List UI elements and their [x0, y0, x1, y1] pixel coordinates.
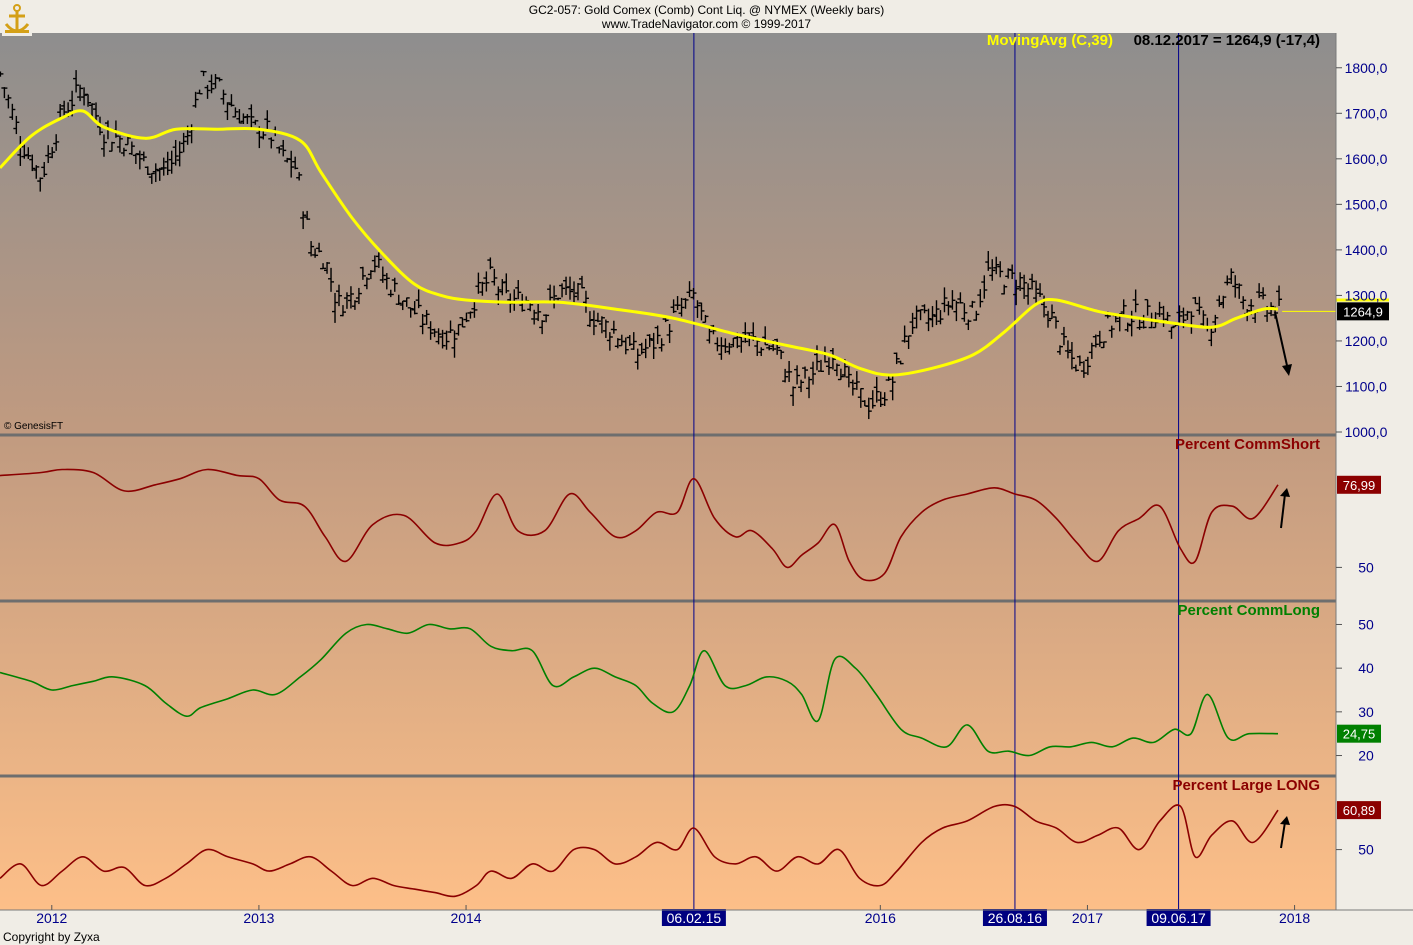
- year-label-2012: 2012: [36, 910, 67, 926]
- moving-average-layer: [0, 109, 1389, 377]
- y-tick-label: 50: [1358, 559, 1374, 575]
- indicator-title-3: Percent Large LONG: [1172, 777, 1320, 794]
- labels-layer: 1264,9 MovingAvg (C,39) 08.12.2017 = 1264,…: [987, 32, 1389, 849]
- down-arrow-head-icon: [1282, 364, 1292, 376]
- y-tick-label: 1800,0: [1345, 60, 1388, 76]
- axis-background: [1336, 33, 1413, 910]
- year-label-2018: 2018: [1279, 910, 1310, 926]
- current-price-badge-text: 1264,9: [1343, 304, 1383, 319]
- chart-header-title: GC2-057: Gold Comex (Comb) Cont Liq. @ N…: [528, 3, 885, 17]
- up-arrow-icon: [1280, 821, 1286, 849]
- indicator-title-2: Percent CommLong: [1177, 602, 1320, 619]
- year-label-2013: 2013: [243, 910, 274, 926]
- y-tick-label: 30: [1358, 704, 1374, 720]
- indicator-line-1: [0, 468, 1279, 582]
- up-arrow-head-icon: [1280, 488, 1290, 497]
- moving-average-label: MovingAvg (C,39): [987, 32, 1113, 49]
- date-marker-badge: [661, 909, 726, 926]
- y-tick-label: 1600,0: [1345, 151, 1388, 167]
- axes-layer: 2012 2013 2014 2016 2017 2018 1000,0 1100,0 1200…: [0, 33, 1413, 926]
- up-arrow-head-icon: [1280, 816, 1290, 825]
- y-tick-label: 1100,0: [1345, 378, 1387, 394]
- year-label-2016: 2016: [865, 910, 896, 926]
- down-arrow-icon: [1274, 311, 1289, 371]
- date-marker-badge: [982, 909, 1047, 926]
- up-arrow-icon: [1280, 493, 1286, 529]
- price-bars-layer: [0, 70, 1283, 420]
- moving-average-value-label: 08.12.2017 = 1264,9 (-17,4): [1134, 32, 1320, 49]
- y-tick-label: 1400,0: [1345, 242, 1388, 258]
- y-tick-label: 40: [1358, 660, 1374, 676]
- year-label-2017: 2017: [1072, 910, 1103, 926]
- y-tick-label: 1200,0: [1345, 333, 1388, 349]
- date-marker-label-0: 06.02.15: [667, 910, 722, 926]
- grid-layer: [0, 433, 1336, 778]
- indicator-line-2: [0, 623, 1279, 757]
- y-tick-label: 50: [1358, 616, 1374, 632]
- indicator-value-badge-3: [1337, 801, 1381, 820]
- y-tick-label: 50: [1358, 842, 1374, 858]
- date-marker-label-2: 09.06.17: [1151, 910, 1206, 926]
- indicator-value-badge-2: [1337, 724, 1381, 743]
- date-marker-layer: 06.02.15 26.08.16 09.06.17: [661, 33, 1211, 926]
- moving-average-line: [0, 109, 1279, 377]
- indicator-value-text-3: 60,89: [1343, 803, 1376, 818]
- indicator-value-text-1: 76,99: [1343, 478, 1376, 493]
- y-tick-label: 1500,0: [1345, 196, 1388, 212]
- indicator-layer: [0, 468, 1279, 898]
- chart-header-subtitle: www.TradeNavigator.com © 1999-2017: [601, 17, 812, 31]
- year-label-2014: 2014: [450, 910, 481, 926]
- y-tick-label: 20: [1358, 748, 1374, 764]
- copyright-text: Copyright by Zyxa: [3, 930, 100, 944]
- indicator-value-text-2: 24,75: [1343, 727, 1376, 742]
- y-tick-label: 1000,0: [1345, 424, 1388, 440]
- indicator-value-badge-1: [1337, 475, 1381, 494]
- date-marker-badge: [1146, 909, 1211, 926]
- y-tick-label: 1300,0: [1345, 287, 1388, 303]
- y-tick-label: 1700,0: [1345, 105, 1388, 121]
- date-marker-label-1: 26.08.16: [988, 910, 1043, 926]
- indicator-title-1: Percent CommShort: [1175, 436, 1320, 453]
- indicator-line-3: [0, 803, 1279, 898]
- anchor-logo-icon[interactable]: [2, 2, 32, 36]
- current-price-badge: [1337, 302, 1389, 321]
- genesis-credit: © GenesisFT: [4, 421, 64, 432]
